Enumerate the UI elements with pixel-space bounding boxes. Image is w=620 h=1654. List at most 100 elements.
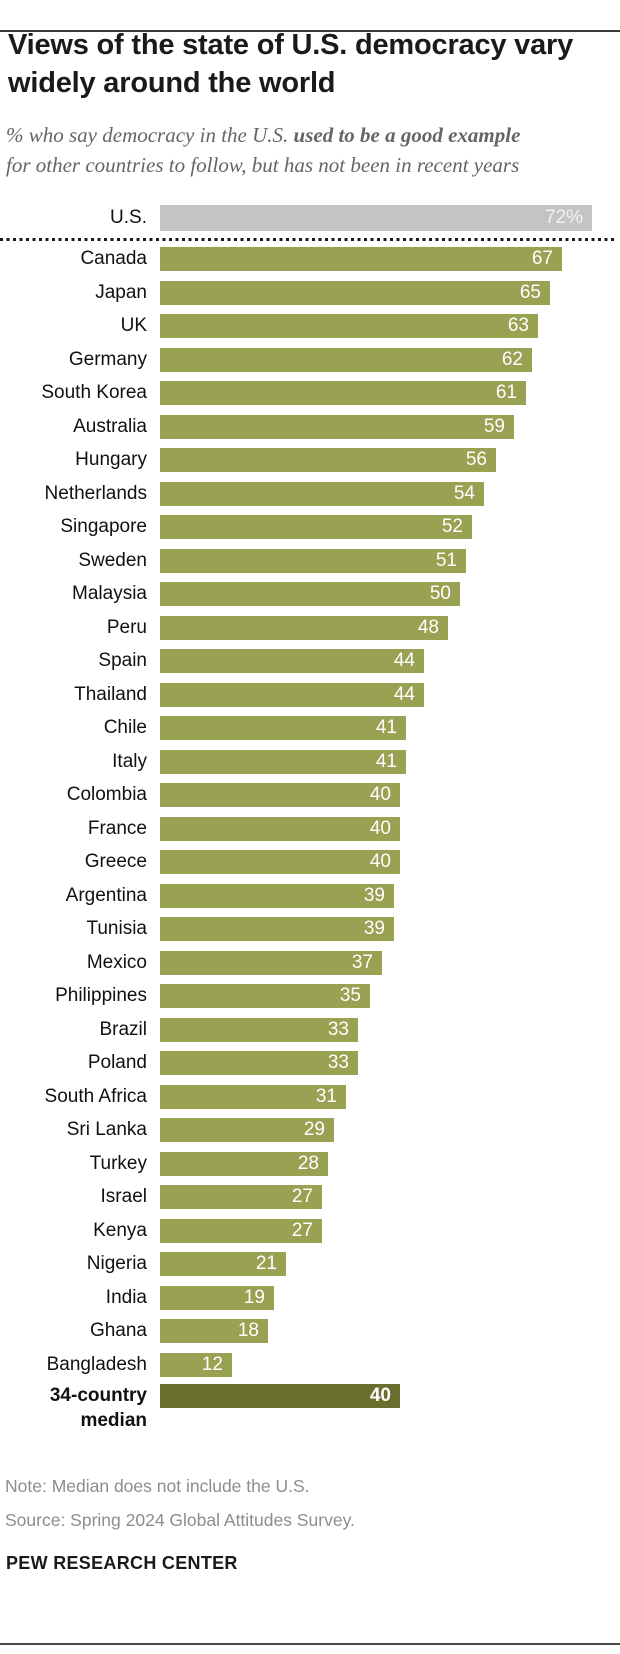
category-label-israel: Israel <box>100 1186 147 1208</box>
bar-row-netherlands: Netherlands 54 <box>0 477 620 511</box>
category-label-philippines: Philippines <box>55 985 147 1007</box>
bar-australia: 59 <box>160 414 514 439</box>
bar-track: 29 <box>160 1118 620 1143</box>
value-label-poland: 33 <box>327 1052 349 1074</box>
bar-hungary: 56 <box>160 448 496 473</box>
value-label-mexico: 37 <box>351 951 373 973</box>
bottom-rule <box>0 1643 620 1645</box>
bar-row-uk: UK 63 <box>0 310 620 344</box>
category-label-greece: Greece <box>84 851 147 873</box>
bar-chile: 41 <box>160 716 406 741</box>
page-title: Views of the state of U.S. democracy var… <box>8 29 574 100</box>
value-label-france: 40 <box>369 817 391 839</box>
bar-row-kenya: Kenya 27 <box>0 1214 620 1248</box>
bar-track: 72% <box>160 205 620 232</box>
bar-row-spain: Spain 44 <box>0 645 620 679</box>
bar-row-south-korea: South Korea 61 <box>0 377 620 411</box>
category-label-australia: Australia <box>73 415 147 437</box>
bar-track: 21 <box>160 1252 620 1277</box>
bar-row-australia: Australia 59 <box>0 410 620 444</box>
bar-canada: 67 <box>160 247 562 272</box>
value-label-canada: 67 <box>531 248 553 270</box>
category-label-tunisia: Tunisia <box>86 918 147 940</box>
subtitle-suffix: for other countries to follow, but has n… <box>6 152 520 177</box>
bar-colombia: 40 <box>160 783 400 808</box>
value-label-singapore: 52 <box>441 516 463 538</box>
bar-u-s: 72% <box>160 205 592 232</box>
category-label-nigeria: Nigeria <box>86 1253 147 1275</box>
bar-row-canada: Canada 67 <box>0 243 620 277</box>
category-label-netherlands: Netherlands <box>44 482 147 504</box>
bar-bangladesh: 12 <box>160 1352 232 1377</box>
category-label-u-s: U.S. <box>110 207 147 229</box>
bar-thailand: 44 <box>160 682 424 707</box>
bar-row-india: India 19 <box>0 1281 620 1315</box>
bar-track: 67 <box>160 247 620 272</box>
bar-sri-lanka: 29 <box>160 1118 334 1143</box>
bar-israel: 27 <box>160 1185 322 1210</box>
bar-kenya: 27 <box>160 1218 322 1243</box>
subtitle-prefix: % who say democracy in the U.S. <box>6 122 294 147</box>
bar-track: 40 <box>160 783 620 808</box>
bar-row-thailand: Thailand 44 <box>0 678 620 712</box>
bar-track: 54 <box>160 481 620 506</box>
category-label-sweden: Sweden <box>78 549 147 571</box>
chart-subtitle: % who say democracy in the U.S. used to … <box>6 120 538 180</box>
bar-track: 18 <box>160 1319 620 1344</box>
category-label-bangladesh: Bangladesh <box>46 1353 147 1375</box>
value-label-south-korea: 61 <box>495 382 517 404</box>
category-label-mexico: Mexico <box>86 951 147 973</box>
category-label-hungary: Hungary <box>75 449 147 471</box>
bar-track: 12 <box>160 1352 620 1377</box>
bar-row-france: France 40 <box>0 812 620 846</box>
bar-south-korea: 61 <box>160 381 526 406</box>
bar-row-turkey: Turkey 28 <box>0 1147 620 1181</box>
bar-ghana: 18 <box>160 1319 268 1344</box>
category-label-malaysia: Malaysia <box>72 583 147 605</box>
value-label-south-africa: 31 <box>315 1085 337 1107</box>
bar-netherlands: 54 <box>160 481 484 506</box>
bar-row-nigeria: Nigeria 21 <box>0 1248 620 1282</box>
bar-brazil: 33 <box>160 1017 358 1042</box>
bar-tunisia: 39 <box>160 917 394 942</box>
bar-row-ghana: Ghana 18 <box>0 1315 620 1349</box>
category-label-colombia: Colombia <box>66 784 147 806</box>
bar-row-greece: Greece 40 <box>0 846 620 880</box>
category-label-chile: Chile <box>103 717 147 739</box>
bar-row-sri-lanka: Sri Lanka 29 <box>0 1114 620 1148</box>
value-label-colombia: 40 <box>369 784 391 806</box>
category-label-singapore: Singapore <box>60 516 147 538</box>
category-label-france: France <box>87 817 147 839</box>
bar-track: 56 <box>160 448 620 473</box>
bar-singapore: 52 <box>160 515 472 540</box>
value-label-hungary: 56 <box>465 449 487 471</box>
category-label-south-africa: South Africa <box>44 1085 147 1107</box>
value-label-peru: 48 <box>417 616 439 638</box>
bar-row-japan: Japan 65 <box>0 276 620 310</box>
bar-row-philippines: Philippines 35 <box>0 980 620 1014</box>
bar-track: 65 <box>160 280 620 305</box>
bar-row-u-s: U.S. 72% <box>0 202 620 235</box>
bar-peru: 48 <box>160 615 448 640</box>
bar-italy: 41 <box>160 749 406 774</box>
bar-track: 41 <box>160 716 620 741</box>
category-label-poland: Poland <box>87 1052 147 1074</box>
value-label-u-s: 72% <box>544 207 583 229</box>
bar-row-chile: Chile 41 <box>0 712 620 746</box>
bar-row-singapore: Singapore 52 <box>0 511 620 545</box>
value-label-nigeria: 21 <box>255 1253 277 1275</box>
us-separator-dotted-line <box>0 237 614 241</box>
value-label-greece: 40 <box>369 851 391 873</box>
bar-row-34-country-median: 34-country median 40 <box>0 1383 620 1434</box>
value-label-brazil: 33 <box>327 1018 349 1040</box>
bar-track: 19 <box>160 1285 620 1310</box>
bar-track: 39 <box>160 883 620 908</box>
value-label-italy: 41 <box>375 750 397 772</box>
bar-row-hungary: Hungary 56 <box>0 444 620 478</box>
bar-germany: 62 <box>160 347 532 372</box>
value-label-turkey: 28 <box>297 1152 319 1174</box>
value-label-india: 19 <box>243 1286 265 1308</box>
value-label-philippines: 35 <box>339 985 361 1007</box>
bar-nigeria: 21 <box>160 1252 286 1277</box>
value-label-malaysia: 50 <box>429 583 451 605</box>
